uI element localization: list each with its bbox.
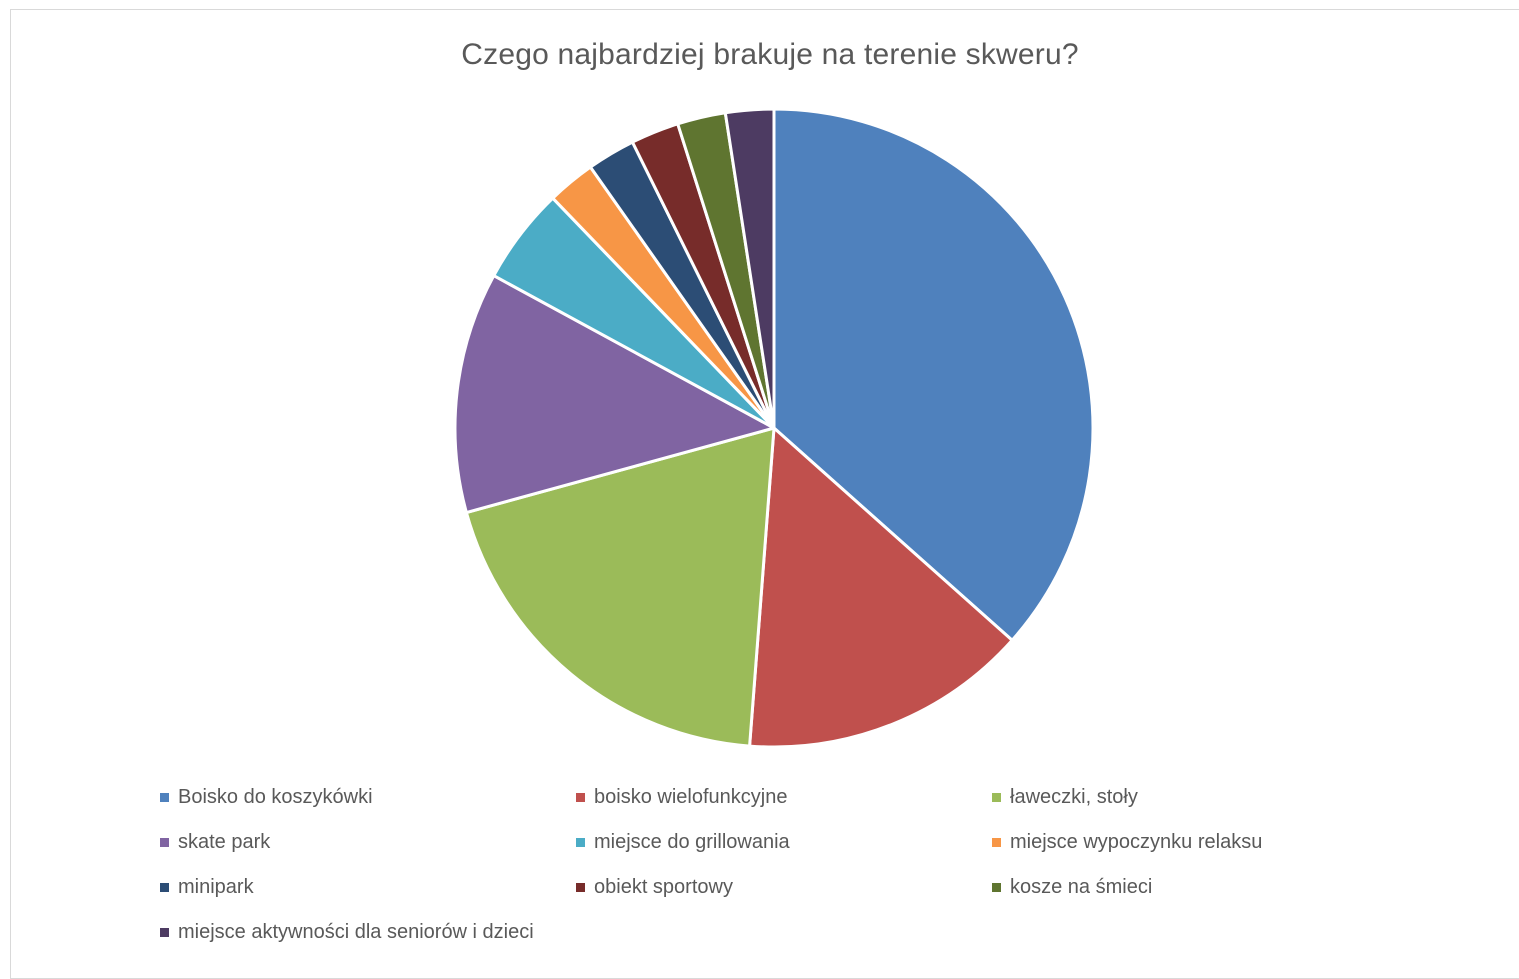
chart-legend: Boisko do koszykówki boisko wielofunkcyjn… — [160, 785, 1410, 945]
legend-swatch-4 — [576, 838, 585, 847]
legend-swatch-8 — [992, 883, 1001, 892]
legend-label-8: kosze na śmieci — [1010, 876, 1153, 898]
legend-swatch-0 — [160, 793, 169, 802]
legend-label-6: minipark — [178, 876, 254, 898]
legend-swatch-1 — [576, 793, 585, 802]
legend-item-9: miejsce aktywności dla seniorów i dzieci — [160, 920, 576, 945]
legend-label-1: boisko wielofunkcyjne — [594, 786, 788, 808]
legend-label-5: miejsce wypoczynku relaksu — [1010, 831, 1263, 853]
legend-item-6: minipark — [160, 875, 576, 900]
legend-swatch-6 — [160, 883, 169, 892]
legend-label-9: miejsce aktywności dla seniorów i dzieci — [178, 921, 534, 943]
legend-item-7: obiekt sportowy — [576, 875, 992, 900]
pie-slice-0 — [772, 107, 1095, 642]
legend-item-5: miejsce wypoczynku relaksu — [992, 830, 1408, 855]
legend-item-8: kosze na śmieci — [992, 875, 1408, 900]
legend-label-4: miejsce do grillowania — [594, 831, 790, 853]
legend-label-3: skate park — [178, 831, 271, 853]
legend-swatch-7 — [576, 883, 585, 892]
legend-item-2: ławeczki, stoły — [992, 785, 1408, 810]
pie-slice-1 — [748, 426, 1014, 749]
legend-item-4: miejsce do grillowania — [576, 830, 992, 855]
legend-swatch-9 — [160, 928, 169, 937]
legend-swatch-5 — [992, 838, 1001, 847]
legend-swatch-3 — [160, 838, 169, 847]
chart-title: Czego najbardziej brakuje na terenie skw… — [461, 38, 1079, 71]
legend-label-7: obiekt sportowy — [594, 876, 733, 898]
legend-item-0: Boisko do koszykówki — [160, 785, 576, 810]
pie-slice-3 — [453, 274, 776, 515]
legend-label-2: ławeczki, stoły — [1010, 786, 1138, 808]
pie-slice-2 — [464, 426, 776, 748]
legend-swatch-2 — [992, 793, 1001, 802]
legend-label-0: Boisko do koszykówki — [178, 786, 373, 808]
pie-slice-9 — [723, 107, 776, 430]
legend-item-1: boisko wielofunkcyjne — [576, 785, 992, 810]
legend-item-3: skate park — [160, 830, 576, 855]
